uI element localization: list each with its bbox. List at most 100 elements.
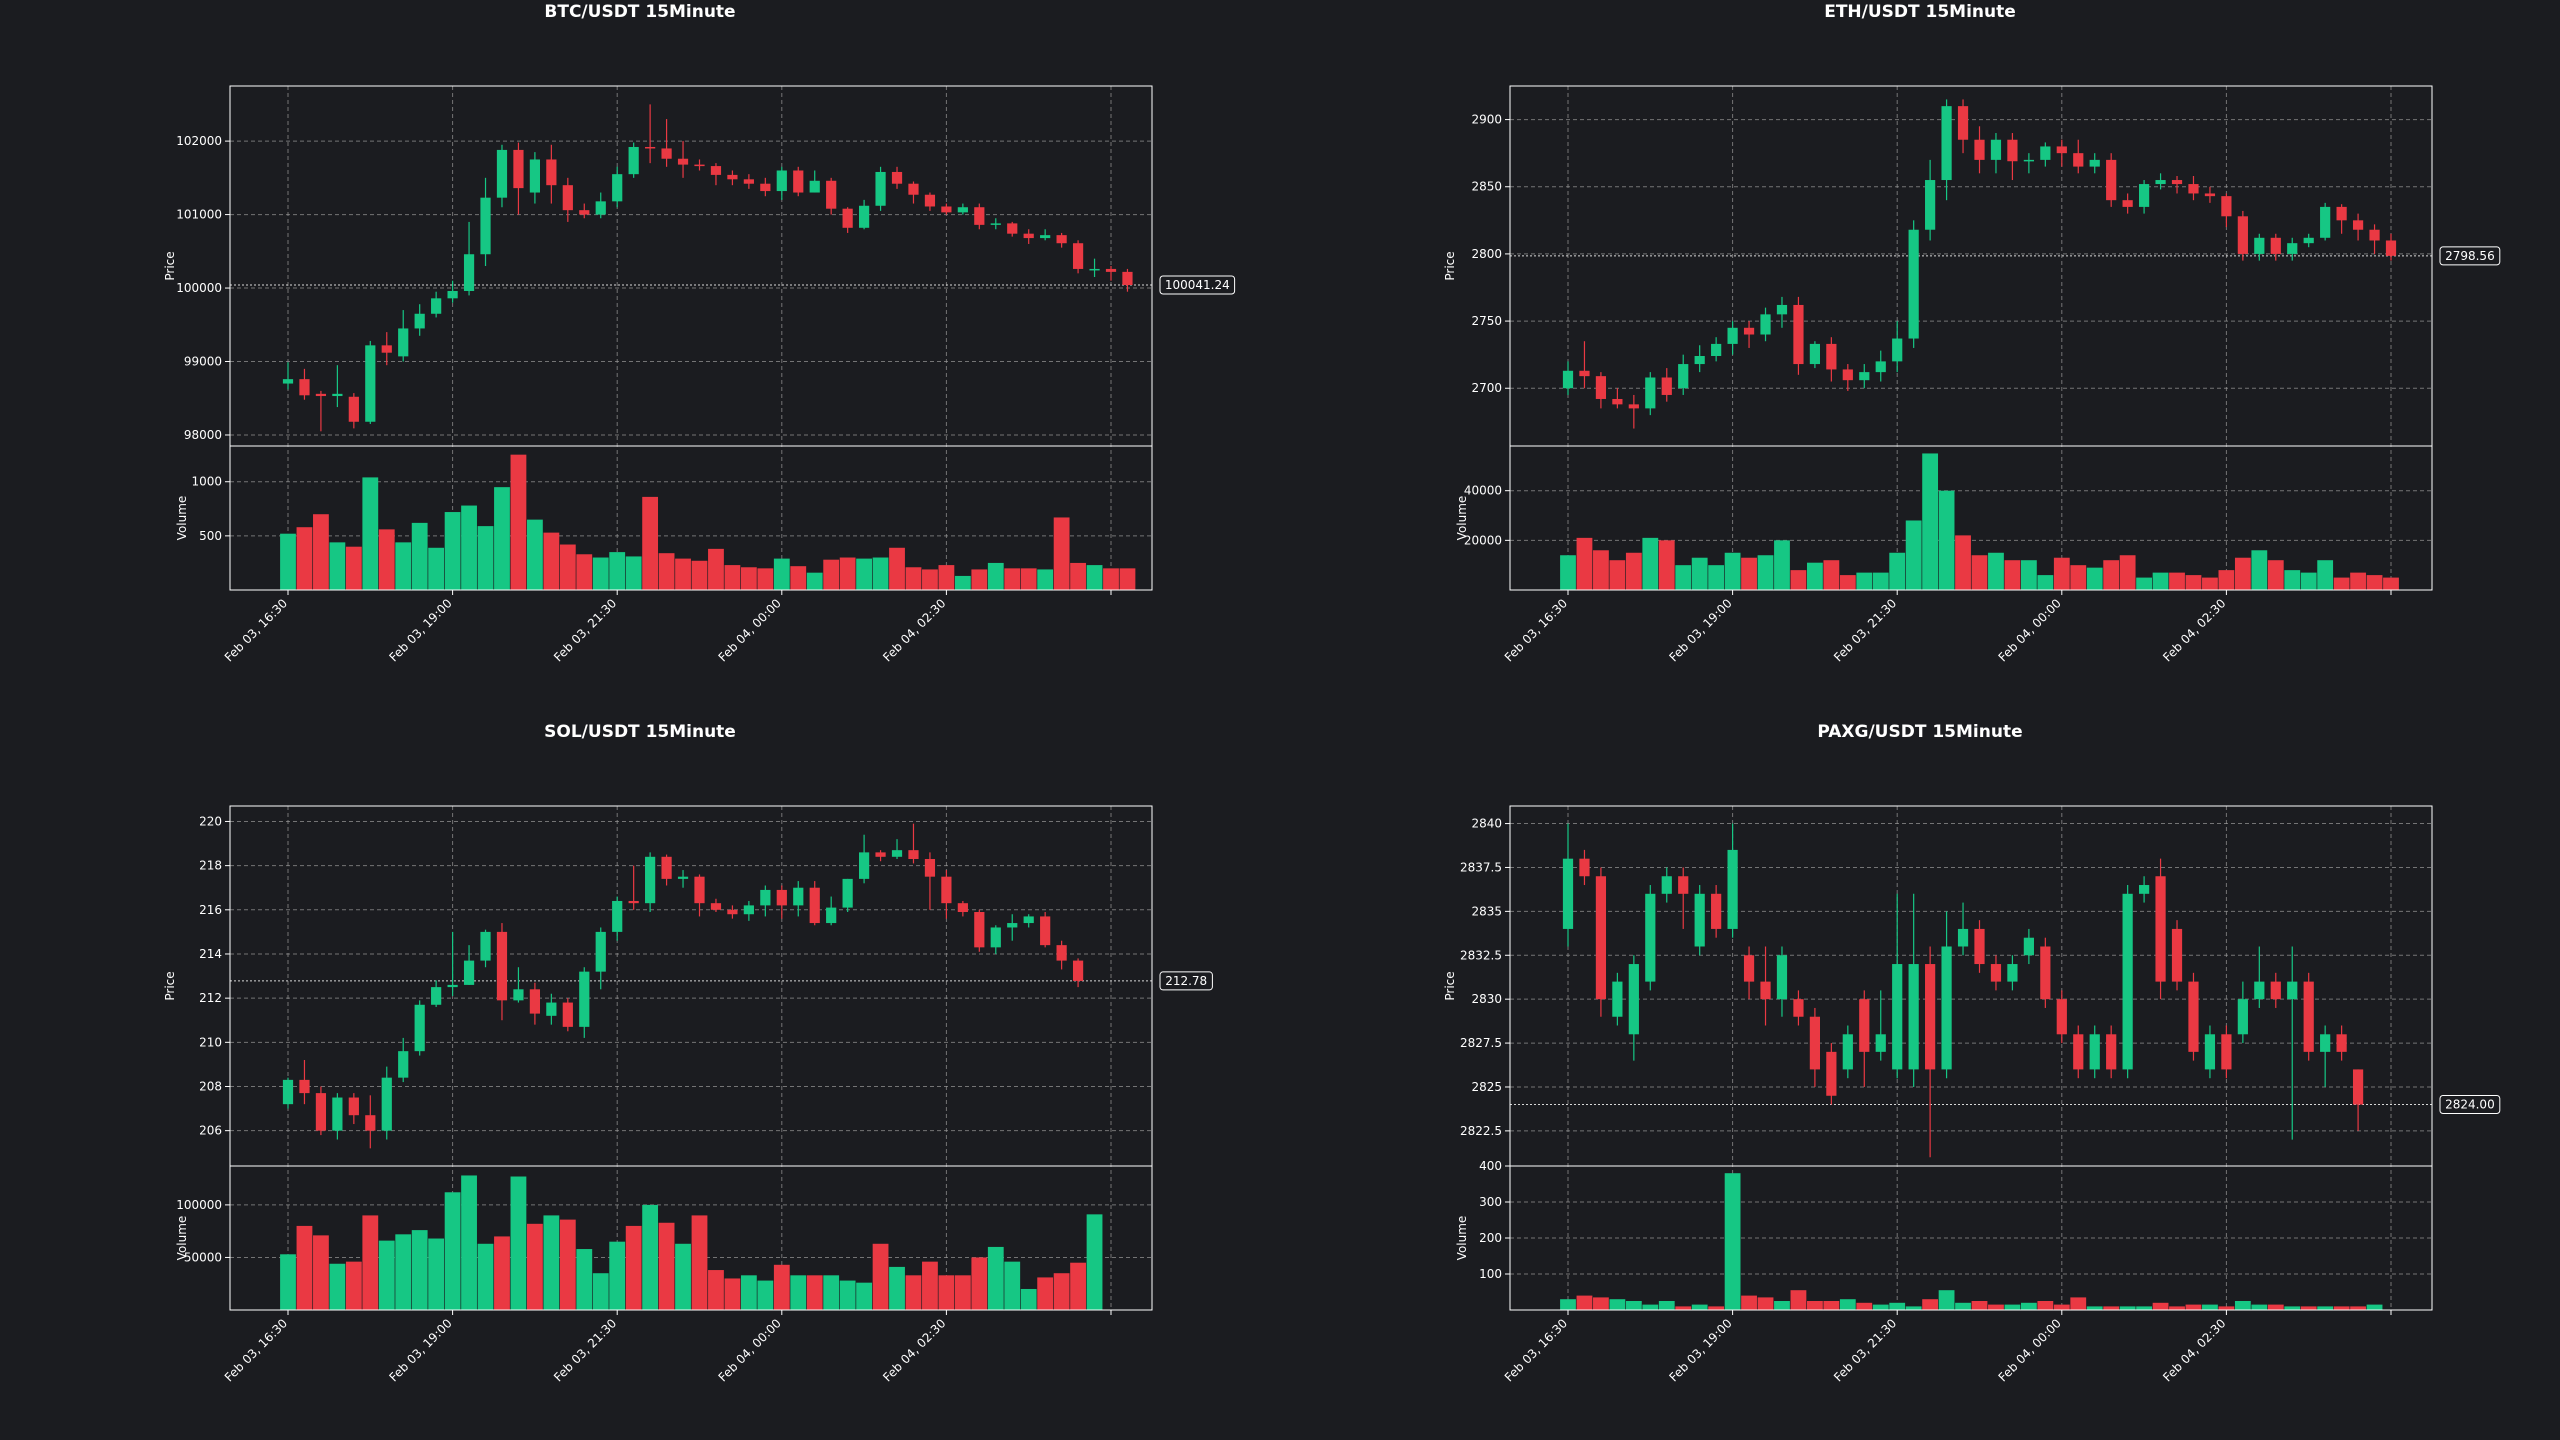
volume-bar — [2383, 577, 2399, 590]
time-tick-label: Feb 04, 02:30 — [2160, 1316, 2228, 1384]
candle-body — [1941, 946, 1952, 1070]
candle-body — [529, 159, 541, 193]
candle-body — [1793, 304, 1804, 365]
volume-bar — [1609, 560, 1626, 590]
volume-bar — [1053, 517, 1070, 590]
chart-title: SOL/USDT 15Minute — [544, 722, 736, 742]
volume-bar — [1938, 1290, 1955, 1310]
price-tick-label: 2800 — [1471, 247, 1502, 261]
candle-body — [480, 931, 491, 961]
price-tick-label: 2850 — [1471, 180, 1502, 194]
volume-bar — [2004, 1304, 2021, 1310]
candle-body — [1056, 235, 1067, 244]
candle-body — [513, 149, 524, 189]
volume-tick-label: 300 — [1479, 1195, 1502, 1209]
candle-body — [414, 313, 425, 329]
candle-body — [496, 149, 508, 198]
volume-bar — [592, 557, 609, 590]
volume-bar — [1691, 557, 1708, 590]
volume-bar — [2350, 1306, 2366, 1310]
volume-bar — [1889, 1302, 1906, 1310]
volume-bar — [1774, 540, 1790, 590]
volume-bar — [1839, 575, 1856, 590]
price-tick-label: 210 — [199, 1035, 222, 1049]
candle-body — [2073, 153, 2084, 167]
price-tick-label: 218 — [199, 859, 222, 873]
candle-body — [941, 876, 952, 904]
volume-bar — [2333, 577, 2350, 590]
price-tick-label: 220 — [199, 814, 222, 828]
candle-body — [1661, 377, 1672, 395]
candle-body — [1842, 369, 1853, 381]
volume-bar — [2185, 1304, 2202, 1310]
chart-title: ETH/USDT 15Minute — [1824, 2, 2016, 22]
volume-bar — [757, 1280, 774, 1310]
volume-bar — [2185, 575, 2202, 590]
volume-bar — [740, 1275, 757, 1310]
candle-body — [990, 927, 1001, 948]
last-price-badge — [2439, 246, 2501, 266]
candle-body — [957, 903, 968, 913]
candle-body — [1562, 370, 1574, 389]
volume-bar — [2152, 572, 2169, 590]
volume-bar — [1708, 1306, 1725, 1310]
candle-body — [1974, 928, 1985, 965]
volume-bar — [1922, 453, 1939, 590]
volume-bar — [1806, 562, 1823, 590]
price-tick-label: 100000 — [176, 281, 222, 295]
time-tick-label: Feb 03, 21:30 — [1831, 596, 1899, 664]
volume-axes-frame — [1509, 1165, 2433, 1311]
candle-body — [628, 146, 639, 175]
volume-bar — [329, 542, 346, 590]
volume-axis-label: Volume — [1455, 496, 1469, 541]
volume-bar — [543, 1215, 560, 1310]
volume-bar — [2251, 1304, 2268, 1310]
volume-bar — [987, 562, 1004, 590]
volume-bar — [280, 1254, 296, 1310]
volume-tick-label: 200 — [1479, 1231, 1502, 1245]
volume-bar — [905, 1275, 922, 1310]
candle-body — [1628, 404, 1639, 409]
candle-body — [1694, 356, 1705, 365]
candle-body — [760, 183, 771, 192]
volume-bar — [757, 568, 774, 590]
volume-bar — [806, 572, 823, 590]
candle-body — [1859, 372, 1870, 381]
candle-body — [1023, 233, 1034, 239]
candle-body — [2352, 1069, 2364, 1105]
volume-bar — [642, 1204, 659, 1310]
time-tick-label: Feb 03, 19:00 — [386, 1316, 454, 1384]
volume-bar — [296, 527, 313, 590]
candle-body — [1743, 327, 1755, 335]
volume-bar — [2086, 567, 2103, 590]
candle-body — [579, 210, 590, 215]
candle-body — [1990, 139, 2002, 160]
price-tick-label: 101000 — [176, 208, 222, 222]
volume-tick-label: 400 — [1479, 1159, 1502, 1173]
candle-body — [2204, 1034, 2216, 1070]
candle-body — [2221, 1034, 2232, 1070]
price-tick-label: 2822.5 — [1460, 1124, 1502, 1138]
candle-body — [1595, 876, 1607, 1000]
volume-bar — [625, 1225, 642, 1310]
volume-bar — [576, 1249, 593, 1310]
candle-body — [974, 207, 985, 225]
volume-bar — [2202, 1304, 2218, 1310]
candle-body — [957, 207, 968, 213]
price-tick-label: 98000 — [184, 428, 222, 442]
volume-bar — [280, 533, 296, 590]
candle-body — [2155, 180, 2166, 185]
volume-bar — [1625, 1301, 1642, 1310]
candle-body — [677, 876, 689, 879]
candle-body — [1875, 1034, 1886, 1052]
volume-bar — [1774, 1301, 1790, 1310]
candle-body — [661, 148, 672, 159]
volume-bar — [2103, 560, 2120, 590]
candle-body — [2040, 146, 2051, 160]
candle-body — [398, 1051, 409, 1078]
candle-body — [595, 201, 606, 215]
price-tick-label: 99000 — [184, 355, 222, 369]
volume-bar — [642, 496, 659, 590]
volume-bar — [362, 1215, 379, 1310]
candle-body — [2237, 999, 2248, 1035]
